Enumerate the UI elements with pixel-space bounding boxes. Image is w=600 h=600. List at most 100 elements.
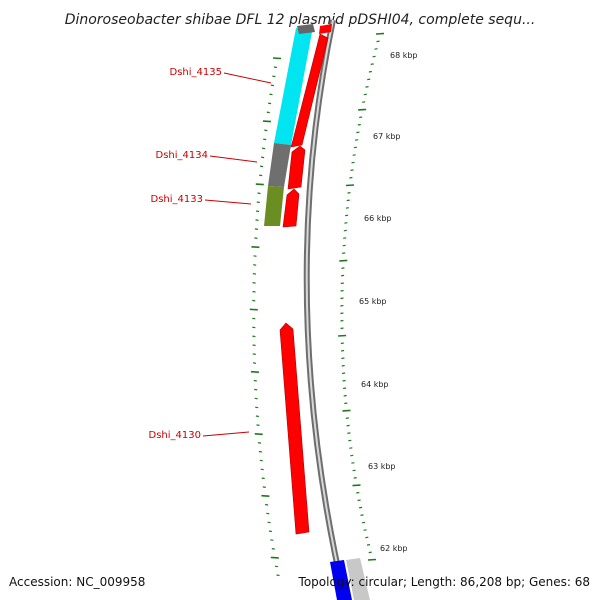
- inner-minor-tick: [252, 344, 256, 347]
- kbp-label-63: 63 kbp: [368, 462, 396, 471]
- inner-major-tick: [255, 183, 264, 186]
- outer-minor-tick: [353, 146, 357, 149]
- inner-minor-tick: [257, 442, 262, 444]
- gene-label-dshi-4133[interactable]: Dshi_4133: [151, 194, 203, 205]
- inner-minor-tick: [255, 219, 259, 221]
- outer-minor-tick: [351, 462, 355, 464]
- kbp-label-group: 68 kbp 67 kbp 66 kbp 65 kbp 64 kbp 63 kb…: [359, 51, 418, 553]
- kbp-label-64: 64 kbp: [361, 380, 389, 389]
- inner-minor-tick: [265, 503, 269, 506]
- kbp-label-62: 62 kbp: [380, 544, 408, 553]
- gene-label-dshi-4135[interactable]: Dshi_4135: [170, 67, 222, 78]
- outer-major-tick: [367, 558, 377, 561]
- outer-minor-tick: [376, 40, 380, 43]
- inner-minor-tick: [273, 66, 277, 69]
- outer-minor-tick: [340, 282, 344, 285]
- outer-minor-tick: [355, 139, 359, 141]
- inner-minor-tick: [256, 424, 260, 426]
- gray-feature[interactable]: [268, 143, 291, 187]
- top-feature-stub: [297, 24, 332, 34]
- outer-minor-tick: [357, 123, 361, 126]
- gene-label-dshi-4134[interactable]: Dshi_4134: [156, 150, 208, 161]
- inner-minor-tick: [255, 406, 259, 409]
- outer-minor-tick: [340, 327, 344, 330]
- outer-minor-tick: [341, 274, 345, 277]
- blue-feature[interactable]: [330, 560, 352, 600]
- inner-minor-tick: [269, 93, 273, 96]
- cyan-feature[interactable]: [274, 28, 312, 145]
- outer-minor-tick: [342, 244, 346, 247]
- inner-minor-tick: [254, 397, 258, 400]
- outer-minor-tick: [344, 222, 348, 224]
- inner-minor-tick: [252, 273, 256, 275]
- outer-minor-tick: [353, 477, 357, 479]
- inner-minor-tick: [268, 102, 272, 105]
- inner-minor-tick: [266, 111, 270, 114]
- inner-minor-tick: [252, 335, 256, 338]
- outer-minor-tick: [367, 78, 371, 81]
- outer-major-tick: [339, 259, 348, 262]
- inner-minor-tick: [261, 156, 265, 159]
- outer-major-tick: [358, 108, 367, 111]
- inner-minor-tick: [252, 290, 256, 293]
- outer-minor-tick: [349, 176, 353, 179]
- forward-gene-track: [279, 33, 329, 535]
- inner-minor-tick: [263, 138, 267, 141]
- outer-minor-tick: [343, 237, 347, 239]
- inner-minor-tick: [252, 299, 256, 302]
- outer-minor-tick: [357, 499, 361, 502]
- outer-major-tick: [342, 409, 351, 412]
- outer-minor-tick: [341, 349, 345, 352]
- inner-major-tick: [251, 246, 260, 249]
- gene-arrow-dshi-4134[interactable]: [287, 145, 306, 190]
- backbone: [303, 19, 348, 600]
- inner-minor-tick: [270, 84, 274, 87]
- outer-minor-tick: [340, 342, 344, 345]
- outer-minor-tick: [368, 551, 372, 554]
- inner-minor-tick: [264, 129, 268, 132]
- outer-minor-tick: [341, 357, 345, 360]
- gene-arrow-dshi-4133[interactable]: [282, 188, 300, 228]
- inner-minor-tick: [276, 574, 280, 577]
- outer-minor-tick: [370, 63, 374, 65]
- outer-minor-tick: [362, 101, 366, 103]
- outer-minor-tick: [352, 469, 356, 472]
- outer-minor-tick: [345, 214, 349, 217]
- gene-arrow-top[interactable]: [290, 33, 329, 148]
- outer-minor-tick: [346, 424, 350, 427]
- inner-minor-tick: [270, 539, 274, 541]
- outer-major-tick: [352, 484, 361, 487]
- olive-feature[interactable]: [264, 186, 284, 226]
- inner-minor-tick: [260, 468, 264, 471]
- outer-minor-tick: [341, 267, 345, 269]
- inner-minor-tick: [253, 379, 257, 382]
- outer-minor-tick: [374, 48, 378, 50]
- outer-minor-tick: [342, 252, 346, 254]
- outer-minor-tick: [356, 131, 360, 134]
- outer-minor-tick: [360, 514, 364, 516]
- outer-minor-tick: [350, 454, 354, 457]
- gene-arrow-dshi-4130[interactable]: [279, 322, 310, 535]
- inner-minor-tick: [255, 415, 259, 418]
- outer-major-tick: [345, 184, 355, 187]
- outer-minor-tick: [341, 364, 345, 367]
- outer-minor-tick: [350, 169, 354, 171]
- bottom-feature-track: [330, 558, 370, 600]
- inner-minor-tick: [262, 486, 266, 488]
- outer-minor-tick: [365, 86, 369, 88]
- outer-minor-tick: [347, 192, 351, 194]
- outer-minor-tick: [342, 372, 346, 375]
- gene-label-dshi-4130[interactable]: Dshi_4130: [149, 430, 201, 441]
- outer-major-tick: [338, 334, 347, 337]
- light-gray-feature[interactable]: [346, 558, 370, 600]
- outer-minor-tick: [342, 379, 346, 382]
- left-feature-track: [264, 28, 312, 226]
- inner-minor-tick: [262, 147, 266, 150]
- inner-minor-tick: [256, 201, 260, 204]
- outer-minor-tick: [343, 394, 347, 397]
- inner-minor-tick: [252, 282, 256, 284]
- inner-minor-tick: [261, 477, 265, 480]
- inner-major-tick: [249, 308, 258, 311]
- map-title: Dinoroseobacter shibae DFL 12 plasmid pD…: [65, 12, 536, 28]
- inner-major-tick: [250, 370, 259, 373]
